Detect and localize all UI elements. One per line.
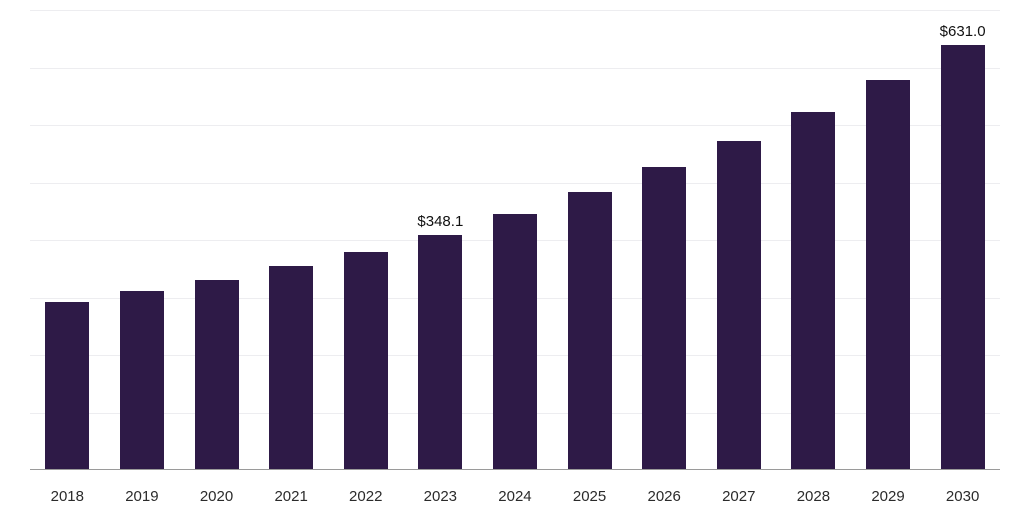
bar-slot-2021 [269, 266, 314, 469]
gridline [30, 10, 1000, 11]
x-axis-label-2030: 2030 [945, 488, 980, 505]
x-axis-line [30, 469, 1000, 470]
bar-slot-2018 [45, 302, 90, 469]
x-axis-label-2019: 2019 [125, 488, 159, 505]
x-axis-label-2024: 2024 [498, 488, 532, 505]
bar-2020 [194, 280, 239, 469]
bar-2027 [716, 141, 761, 469]
bar-2024 [492, 214, 537, 469]
bar-2025 [567, 192, 612, 469]
bar-2026 [642, 167, 687, 469]
gridline [30, 67, 1000, 69]
bar-slot-2026 [642, 167, 687, 469]
x-axis-label-2022: 2022 [349, 488, 383, 505]
bar-2018 [45, 302, 90, 469]
bar-2022 [343, 252, 388, 469]
x-axis-label-2023: 2023 [423, 488, 458, 505]
bar-2021 [269, 266, 314, 469]
x-axis-label-2027: 2027 [722, 488, 756, 505]
bar-slot-2030: $631.0 [939, 23, 986, 469]
x-axis-label-2028: 2028 [796, 488, 831, 505]
bar-slot-2024 [492, 214, 537, 469]
bar-2029 [866, 80, 910, 469]
bar-slot-2022 [343, 252, 388, 469]
x-axis-label-2025: 2025 [572, 488, 607, 505]
bar-2023 [418, 235, 463, 469]
x-axis-labels: 2018 2019 2020 2021 2022 2023 2024 2025 2026 2027… [30, 480, 1000, 505]
bar-2030 [940, 45, 985, 469]
bar-2028 [791, 112, 836, 469]
x-axis-label-2021: 2021 [274, 488, 308, 505]
x-axis-label-2029: 2029 [871, 488, 905, 505]
x-axis-label-2020: 2020 [199, 488, 234, 505]
bar-slot-2025 [567, 192, 612, 469]
bar-chart: $348.1 $631.0 2018 2019 2020 2021 2022 2023 202… [30, 10, 1000, 505]
bar-value-label-2023: $348.1 [417, 213, 464, 230]
bar-slot-2020 [194, 280, 239, 469]
bar-slot-2027 [716, 141, 761, 469]
bar-2019 [119, 291, 164, 469]
bar-slot-2029 [866, 80, 910, 469]
bar-value-label-2030: $631.0 [939, 23, 986, 40]
bar-slot-2028 [791, 112, 836, 469]
x-axis-label-2026: 2026 [647, 488, 681, 505]
gridline [30, 125, 1000, 126]
bar-slot-2019 [119, 291, 164, 469]
plot-area: $348.1 $631.0 [30, 10, 1000, 470]
x-axis-label-2018: 2018 [50, 488, 84, 505]
bar-slot-2023: $348.1 [417, 213, 464, 469]
bars: $348.1 $631.0 [30, 10, 1000, 469]
gridline [30, 182, 1000, 184]
